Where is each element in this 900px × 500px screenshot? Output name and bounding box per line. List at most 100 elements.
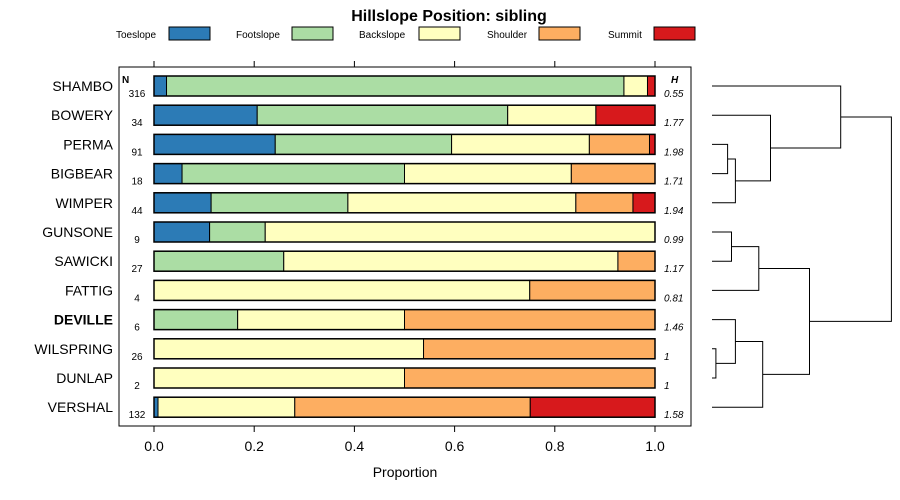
legend-swatch-backslope [418, 26, 461, 41]
row-label: WILSPRING [34, 341, 113, 357]
bar-outline [153, 133, 656, 156]
row-n-value: 9 [134, 235, 140, 246]
row-h-value: 1.17 [664, 264, 684, 275]
bar-segment-footslope [209, 221, 266, 243]
bar-segment-backslope [623, 75, 648, 97]
bar-outline [153, 396, 656, 418]
dendrogram-link [758, 268, 810, 375]
bar-segment-backslope [404, 163, 572, 185]
bar-segment-footslope [210, 192, 349, 214]
plot-frame [118, 66, 692, 427]
legend: Toeslope Footslope Backslope Shoulder Summit [116, 26, 696, 41]
dendrogram-link [712, 231, 732, 262]
legend-swatch-summit [653, 26, 696, 41]
bar-segment-footslope [256, 104, 509, 126]
bar-segment-shoulder [617, 250, 656, 272]
bar-segment-shoulder [588, 133, 650, 155]
row-wilspring: WILSPRING 26 1 [34, 338, 670, 363]
bar-outline [153, 221, 656, 243]
row-vershal: VERSHAL 132 1.58 [48, 396, 684, 421]
bar-segment-shoulder [570, 163, 656, 185]
row-label: PERMA [63, 136, 113, 152]
bar-segment-footslope [274, 133, 453, 155]
bar-segment-shoulder [423, 338, 656, 360]
row-label: BIGBEAR [51, 166, 113, 182]
row-label: DUNLAP [56, 370, 113, 386]
bar-segment-backslope [153, 367, 405, 389]
bar-segment-backslope [283, 250, 619, 272]
bar-segment-summit [529, 396, 656, 418]
bar-segment-backslope [264, 221, 656, 243]
bar-segment-toeslope [153, 192, 212, 214]
row-h-value: 1.46 [664, 323, 684, 334]
row-n-value: 44 [131, 206, 143, 217]
bar-segment-backslope [153, 338, 425, 360]
row-n-value: 91 [131, 147, 143, 158]
bar-segment-shoulder [294, 396, 531, 418]
bar-segment-backslope [451, 133, 590, 155]
h-column-header: H [671, 75, 679, 86]
row-h-value: 1.77 [664, 118, 684, 129]
bar-segment-shoulder [404, 367, 656, 389]
x-tick-label: 0.0 [144, 438, 164, 454]
row-label: DEVILLE [54, 312, 113, 328]
bar-segment-summit [632, 192, 656, 214]
bar-outline [153, 308, 656, 331]
row-sawicki: SAWICKI 27 1.17 [54, 250, 684, 275]
row-n-value: 4 [134, 293, 140, 304]
row-n-value: 27 [131, 264, 143, 275]
bar-segment-backslope [507, 104, 597, 126]
row-wimper: WIMPER 44 1.94 [55, 192, 684, 217]
x-tick-label: 1.0 [645, 438, 665, 454]
legend-swatch-footslope [291, 26, 334, 41]
bar-segment-backslope [347, 192, 577, 214]
dendrogram-link [809, 116, 892, 322]
bar-segment-toeslope [153, 221, 211, 243]
row-deville: DEVILLE 6 1.46 [54, 308, 684, 334]
bar-segment-footslope [153, 309, 239, 331]
row-bigbear: BIGBEAR 18 1.71 [51, 162, 683, 188]
bar-segment-backslope [237, 309, 405, 331]
row-n-value: 316 [129, 89, 146, 100]
x-tick-label: 0.8 [545, 438, 565, 454]
dendrogram-link [712, 114, 771, 182]
bar-segment-footslope [181, 163, 405, 185]
x-axis-title: Proportion [373, 464, 438, 480]
row-label: SAWICKI [54, 253, 113, 269]
dendrogram [712, 85, 892, 408]
legend-label-backslope: Backslope [359, 30, 406, 41]
row-h-value: 1.71 [664, 177, 683, 188]
row-n-value: 132 [129, 410, 146, 421]
bar-segment-summit [646, 75, 656, 97]
bar-segment-footslope [153, 250, 285, 272]
legend-label-shoulder: Shoulder [487, 30, 528, 41]
bar-segment-toeslope [153, 133, 276, 155]
x-tick-label: 0.2 [244, 438, 264, 454]
x-tick-label: 0.4 [345, 438, 365, 454]
bar-outline [153, 75, 656, 97]
n-column-header: N [122, 75, 129, 86]
row-label: VERSHAL [48, 399, 114, 415]
chart-title: Hillslope Position: sibling [351, 8, 547, 25]
dendrogram-link [712, 348, 717, 379]
row-bowery: BOWERY 34 1.77 [51, 104, 684, 129]
x-tick-label: 0.6 [445, 438, 465, 454]
row-dunlap: DUNLAP 2 1 [56, 367, 670, 392]
row-gunsone: GUNSONE 9 0.99 [42, 221, 684, 246]
bar-segment-summit [648, 133, 656, 155]
row-n-value: 34 [131, 118, 143, 129]
bar-segment-toeslope [153, 163, 183, 185]
bar-segment-shoulder [404, 309, 656, 331]
row-h-value: 1.58 [664, 410, 684, 421]
row-label: SHAMBO [52, 78, 113, 94]
dendrogram-link [712, 341, 764, 408]
row-h-value: 1 [664, 352, 670, 363]
dendrogram-link [712, 246, 760, 291]
row-n-value: 18 [131, 177, 143, 188]
legend-label-toeslope: Toeslope [116, 30, 156, 41]
bar-segment-shoulder [575, 192, 634, 214]
bar-segment-summit [595, 104, 656, 126]
row-h-value: 1.98 [664, 147, 684, 158]
